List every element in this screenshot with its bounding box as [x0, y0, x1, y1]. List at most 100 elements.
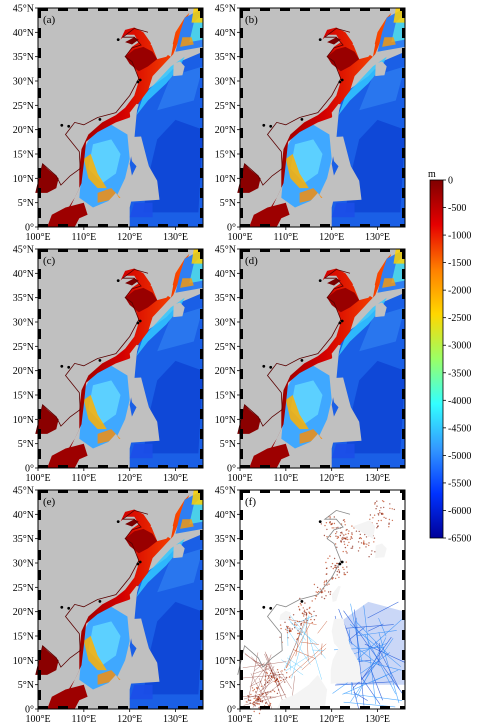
lat-tick-label: 5°N	[18, 680, 34, 691]
lon-tick-label: 130°E	[163, 473, 188, 484]
lat-tick-label: 25°N	[13, 101, 34, 112]
panel-label: (a)	[43, 14, 56, 26]
lat-tick-label: 10°N	[13, 656, 34, 667]
lat-tick-label: 40°N	[13, 269, 34, 280]
lat-tick-label: 10°N	[215, 415, 236, 426]
lat-tick-label: 25°N	[215, 342, 236, 353]
colorbar-tick-label: -5000	[448, 451, 471, 462]
lat-tick-label: 35°N	[13, 534, 34, 545]
lon-tick-label: 100°E	[25, 473, 50, 484]
lon-tick-label: 110°E	[71, 714, 96, 725]
lon-tick-label: 120°E	[319, 232, 344, 243]
lat-tick-label: 40°N	[215, 510, 236, 521]
continental-shelf	[258, 12, 392, 223]
map-panel-e: 0° 5°N 10°N 15°N 20°N 25°N 30°N 35°N 40°N 45°N 100…	[13, 486, 204, 725]
lat-tick-label: 45°N	[215, 4, 236, 15]
continental-shelf	[56, 494, 190, 705]
panel-label: (d)	[245, 255, 258, 267]
colorbar-tick-label: -1000	[448, 231, 471, 242]
continental-shelf	[56, 12, 190, 223]
lat-tick-label: 20°N	[13, 366, 34, 377]
taiwan-land	[129, 103, 139, 120]
lat-tick-label: 15°N	[13, 150, 34, 161]
taiwan-land	[129, 344, 139, 361]
lat-tick-label: 20°N	[215, 125, 236, 136]
lat-tick-label: 15°N	[13, 391, 34, 402]
lon-tick-label: 130°E	[365, 473, 390, 484]
lon-tick-label: 120°E	[117, 714, 142, 725]
lon-tick-label: 100°E	[227, 714, 252, 725]
lon-tick-label: 130°E	[365, 232, 390, 243]
lat-tick-label: 35°N	[215, 52, 236, 63]
lat-tick-label: 20°N	[13, 607, 34, 618]
lat-tick-label: 35°N	[215, 534, 236, 545]
lat-tick-label: 10°N	[215, 656, 236, 667]
lat-tick-label: 45°N	[13, 245, 34, 256]
lat-tick-label: 5°N	[18, 439, 34, 450]
lon-tick-label: 100°E	[25, 714, 50, 725]
lon-tick-label: 110°E	[273, 232, 298, 243]
lat-tick-label: 0°	[25, 464, 34, 475]
colorbar-tick-label: -4000	[448, 396, 471, 407]
lat-tick-label: 5°N	[220, 680, 236, 691]
taiwan-land	[331, 344, 341, 361]
lon-tick-label: 120°E	[319, 473, 344, 484]
continental-shelf	[56, 253, 190, 464]
colorbar-tick-label: 0	[448, 176, 453, 187]
lat-tick-label: 20°N	[215, 366, 236, 377]
lat-tick-label: 0°	[227, 464, 236, 475]
lat-tick-label: 5°N	[220, 198, 236, 209]
lat-tick-label: 15°N	[215, 391, 236, 402]
lat-tick-label: 40°N	[215, 269, 236, 280]
lat-tick-label: 25°N	[13, 583, 34, 594]
colorbar-tick-label: -500	[448, 203, 466, 214]
lon-tick-label: 100°E	[227, 473, 252, 484]
colorbar: m 0 -500 -1000 -1500 -2000 -2500 -3000 -3500 -400…	[428, 169, 471, 545]
lat-tick-label: 20°N	[13, 125, 34, 136]
taiwan-land	[331, 103, 341, 120]
lat-tick-label: 30°N	[13, 77, 34, 88]
colorbar-tick-label: -5500	[448, 478, 471, 489]
lat-tick-label: 10°N	[13, 415, 34, 426]
lon-tick-label: 110°E	[273, 473, 298, 484]
lat-tick-label: 45°N	[13, 486, 34, 497]
lat-tick-label: 30°N	[13, 318, 34, 329]
lat-tick-label: 40°N	[13, 510, 34, 521]
lat-tick-label: 0°	[227, 705, 236, 716]
lon-tick-label: 110°E	[71, 232, 96, 243]
lat-tick-label: 15°N	[215, 632, 236, 643]
panel-label: (b)	[245, 14, 258, 26]
panel-label: (e)	[43, 496, 56, 508]
panel-label: (c)	[43, 255, 56, 267]
continental-shelf	[258, 253, 392, 464]
taiwan-land	[331, 585, 341, 602]
lat-tick-label: 5°N	[18, 198, 34, 209]
lat-tick-label: 30°N	[215, 559, 236, 570]
colorbar-tick-label: -3000	[448, 341, 471, 352]
colorbar-tick-label: -1500	[448, 258, 471, 269]
lat-tick-label: 0°	[25, 705, 34, 716]
lon-tick-label: 110°E	[273, 714, 298, 725]
colorbar-unit: m	[428, 169, 436, 180]
lat-tick-label: 35°N	[13, 293, 34, 304]
lat-tick-label: 20°N	[215, 607, 236, 618]
lon-tick-label: 110°E	[71, 473, 96, 484]
colorbar-tick-label: -2500	[448, 313, 471, 324]
lon-tick-label: 130°E	[163, 232, 188, 243]
lat-tick-label: 15°N	[13, 632, 34, 643]
lon-tick-label: 130°E	[163, 714, 188, 725]
lat-tick-label: 30°N	[215, 318, 236, 329]
colorbar-tick-label: -3500	[448, 368, 471, 379]
lat-tick-label: 0°	[25, 223, 34, 234]
lat-tick-label: 25°N	[215, 101, 236, 112]
lon-tick-label: 120°E	[319, 714, 344, 725]
lon-tick-label: 120°E	[117, 232, 142, 243]
lat-tick-label: 45°N	[215, 245, 236, 256]
lat-tick-label: 25°N	[215, 583, 236, 594]
lat-tick-label: 30°N	[215, 77, 236, 88]
lat-tick-label: 5°N	[220, 439, 236, 450]
colorbar-scale	[429, 179, 444, 539]
lat-tick-label: 45°N	[215, 486, 236, 497]
